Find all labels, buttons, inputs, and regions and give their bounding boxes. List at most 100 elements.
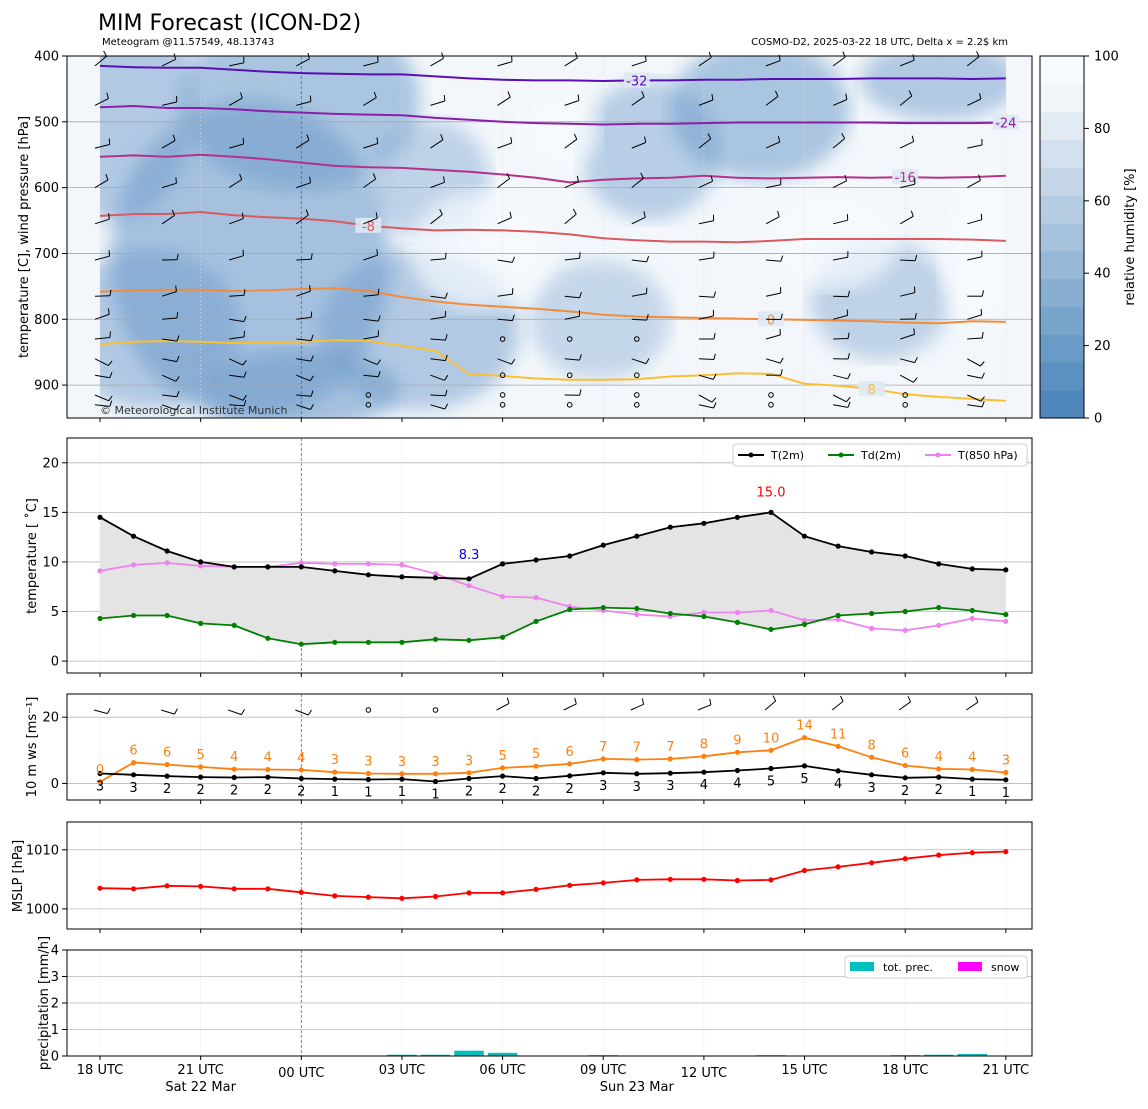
wind-barb-flag xyxy=(108,708,111,713)
ws-value-label: 2 xyxy=(264,783,272,798)
mslp-point xyxy=(232,886,237,891)
wind-barb-flag xyxy=(445,253,446,259)
t2m-point xyxy=(198,559,203,564)
colorbar-band xyxy=(1040,251,1084,279)
y-tick-label: 1000 xyxy=(26,902,59,917)
time-tick-label: 09 UTC xyxy=(580,1063,626,1078)
gust-point xyxy=(433,771,438,776)
wind-panel: 020 036362524242423131313132525262737373… xyxy=(25,694,1032,804)
gust-value-label: 11 xyxy=(830,727,847,742)
time-tick-label: 00 UTC xyxy=(278,1066,324,1081)
mslp-point xyxy=(534,887,539,892)
ws-point xyxy=(836,768,841,773)
ws-value-label: 3 xyxy=(868,781,876,796)
gust-value-label: 0 xyxy=(96,763,104,778)
colorbar-band xyxy=(1040,195,1084,223)
mslp-point xyxy=(970,850,975,855)
mslp-point xyxy=(768,877,773,882)
wind-barb-flag xyxy=(308,710,311,715)
time-tick-label: 12 UTC xyxy=(681,1066,727,1081)
legend-t2m-label: T(2m) xyxy=(770,449,804,462)
mslp-point xyxy=(1003,849,1008,854)
ws-point xyxy=(500,774,505,779)
mslp-frame xyxy=(67,822,1032,929)
t2m-point xyxy=(936,561,941,566)
upper-air-ylabel: temperature [C], wind pressure [hPa] xyxy=(17,116,32,358)
t2m-point xyxy=(970,566,975,571)
gust-point xyxy=(936,766,941,771)
t2m-point xyxy=(165,548,170,553)
wind-barb xyxy=(698,705,711,710)
legend-td2m-marker xyxy=(839,453,844,458)
t850-point xyxy=(97,568,102,573)
td2m-point xyxy=(1003,612,1008,617)
mslp-point xyxy=(332,893,337,898)
t850-point xyxy=(1003,619,1008,624)
y-tick-label: 20 xyxy=(42,711,59,726)
mslp-line xyxy=(100,852,1006,899)
gust-point xyxy=(500,765,505,770)
colorbar-band xyxy=(1040,334,1084,362)
t2m-point xyxy=(332,568,337,573)
legend-t850-label: T(850 hPa) xyxy=(957,449,1018,462)
wind-barb-flag xyxy=(976,697,978,703)
legend-snow-label: snow xyxy=(991,961,1019,974)
wind-barb xyxy=(94,710,108,714)
td2m-point xyxy=(836,613,841,618)
humidity-area xyxy=(670,40,850,180)
ws-point xyxy=(768,766,773,771)
wind-barb-flag xyxy=(311,312,312,318)
ws-point xyxy=(701,770,706,775)
isotherm-label: -32 xyxy=(626,74,647,89)
t2m-point xyxy=(668,525,673,530)
gust-point xyxy=(735,750,740,755)
t850-point xyxy=(332,561,337,566)
gust-point xyxy=(198,764,203,769)
td2m-point xyxy=(97,616,102,621)
mslp-ylabel: MSLP [hPa] xyxy=(11,840,26,912)
gust-value-label: 4 xyxy=(968,751,976,766)
y-tick-label: 400 xyxy=(34,50,59,65)
legend-t2m-marker xyxy=(749,453,754,458)
ws-value-label: 2 xyxy=(197,783,205,798)
gust-point xyxy=(802,735,807,740)
ws-point xyxy=(131,772,136,777)
td2m-point xyxy=(366,640,371,645)
mslp-lines xyxy=(97,849,1008,901)
t850-point xyxy=(399,562,404,567)
t2m-point xyxy=(500,561,505,566)
wind-frame xyxy=(67,694,1032,800)
gust-value-label: 6 xyxy=(163,746,171,761)
precipitation-ylabel: precipitation [mm/h] xyxy=(37,936,52,1070)
gust-point xyxy=(668,756,673,761)
gust-value-label: 4 xyxy=(230,750,238,765)
td2m-point xyxy=(534,619,539,624)
td2m-point xyxy=(601,605,606,610)
mslp-point xyxy=(466,890,471,895)
td2m-point xyxy=(265,636,270,641)
ws-point xyxy=(668,771,673,776)
min-temperature-label: 8.3 xyxy=(459,548,480,563)
ws-point xyxy=(869,772,874,777)
ws-point xyxy=(601,770,606,775)
wind-barb-flag xyxy=(109,213,110,219)
isotherm-label: 8 xyxy=(868,383,876,398)
ws-point xyxy=(903,775,908,780)
y-tick-label: 10 xyxy=(42,555,59,570)
ws-value-label: 2 xyxy=(935,783,943,798)
td2m-point xyxy=(567,607,572,612)
y-tick-label: 900 xyxy=(34,379,59,394)
t2m-point xyxy=(903,553,908,558)
precipitation-bar xyxy=(454,1051,484,1056)
gust-point xyxy=(634,757,639,762)
wind-barb-flag xyxy=(507,698,509,704)
mslp-point xyxy=(366,895,371,900)
y-tick-label: 15 xyxy=(42,506,59,521)
ws-value-label: 2 xyxy=(532,784,540,799)
wind-barb xyxy=(833,339,848,340)
ws-point xyxy=(433,779,438,784)
time-tick-label: 21 UTC xyxy=(177,1063,223,1078)
y-tick-label: 800 xyxy=(34,313,59,328)
gust-value-label: 3 xyxy=(364,755,372,770)
